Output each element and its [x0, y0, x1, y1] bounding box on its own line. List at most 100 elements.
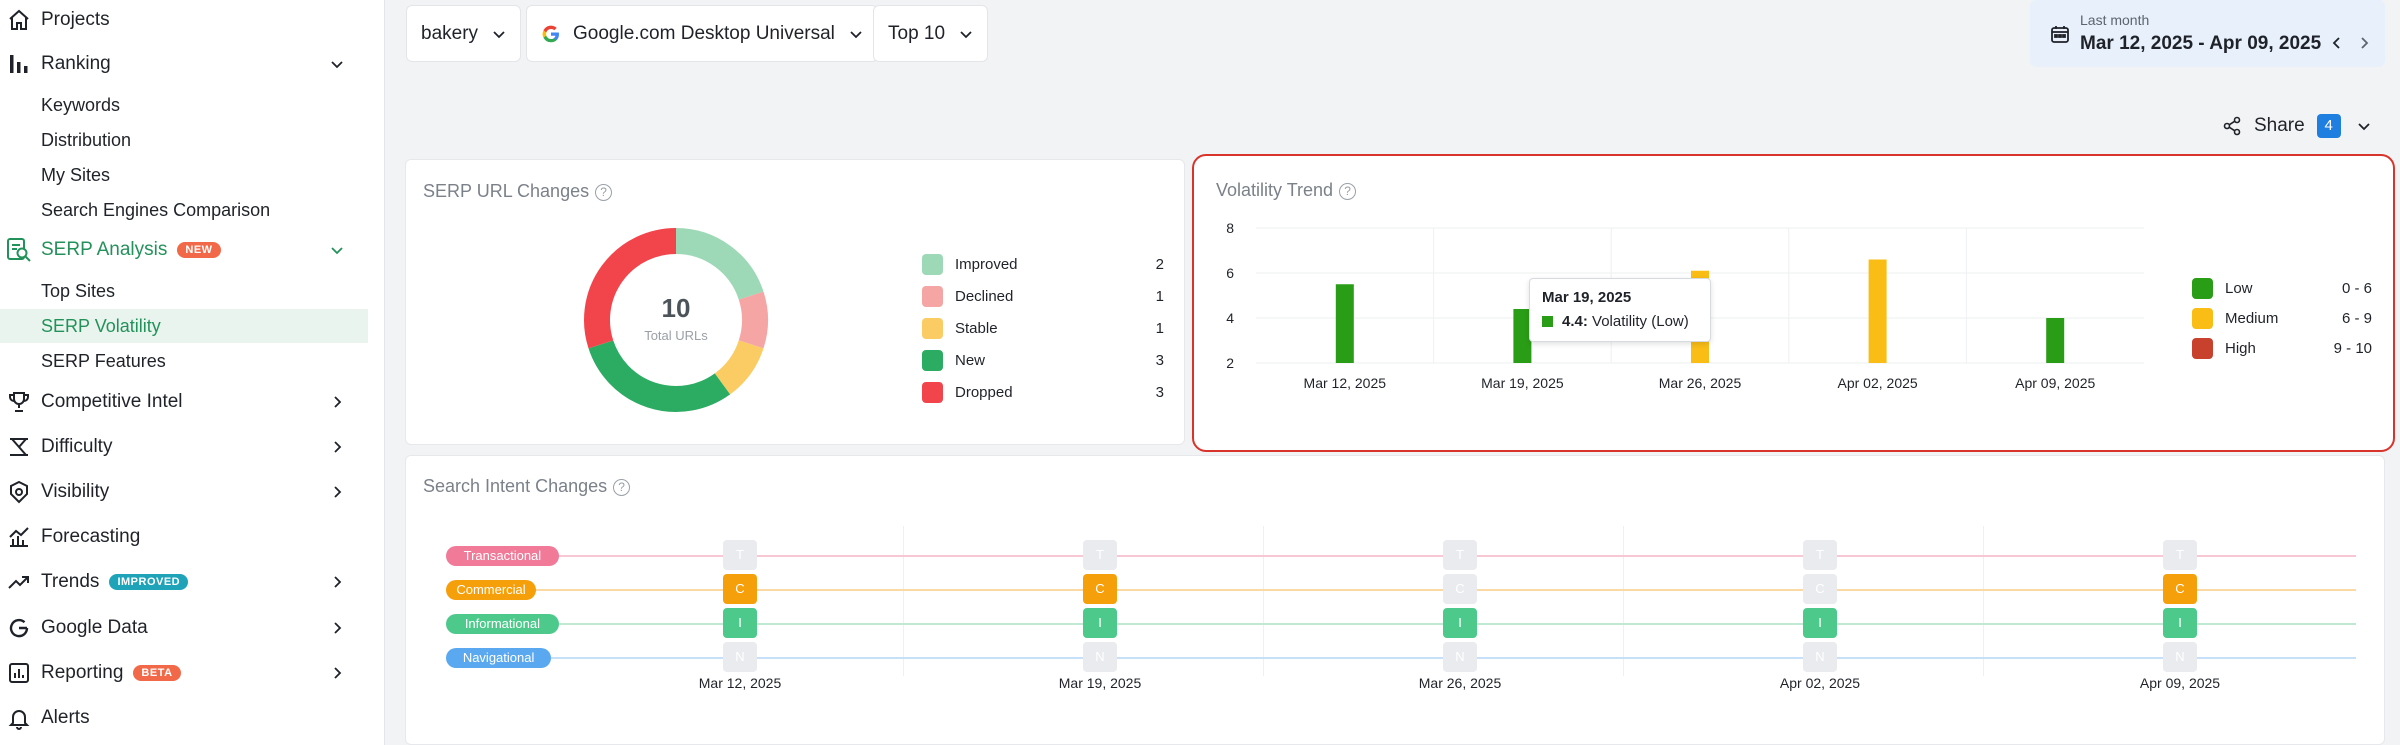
sidebar-item-serp-features[interactable]: SERP Features: [0, 344, 368, 378]
sidebar-item-keywords[interactable]: Keywords: [0, 88, 368, 122]
improved-badge: IMPROVED: [109, 573, 189, 590]
intent-cell-commercial[interactable]: C: [2163, 574, 2197, 604]
column-divider: [1623, 526, 1624, 676]
nav-serp-analysis-label: SERP Analysis: [41, 239, 168, 260]
sidebar-item-label: Keywords: [41, 94, 121, 115]
nav-ranking-label: Ranking: [41, 53, 111, 74]
sidebar-item-my-sites[interactable]: My Sites: [0, 158, 368, 192]
nav-ranking[interactable]: Ranking: [0, 44, 368, 84]
intent-cell-transactional[interactable]: T: [1443, 540, 1477, 570]
intent-cell-transactional[interactable]: T: [723, 540, 757, 570]
keyword-dropdown[interactable]: bakery: [406, 5, 522, 62]
donut-slice-new[interactable]: [588, 339, 731, 412]
sidebar-item-serp-volatility[interactable]: SERP Volatility: [0, 309, 368, 343]
donut-slice-dropped[interactable]: [584, 228, 677, 349]
chevron-down-icon: [2358, 123, 2370, 131]
share-button[interactable]: Share 4: [2222, 114, 2371, 138]
volatility-legend-high[interactable]: High 9 - 10: [2192, 338, 2372, 359]
legend-stable[interactable]: Stable 1: [922, 318, 1172, 339]
nav-forecasting[interactable]: Forecasting: [0, 517, 368, 557]
top-results-dropdown[interactable]: Top 10: [873, 5, 989, 62]
nav-trends[interactable]: Trends IMPROVED: [0, 562, 368, 602]
donut-slice-improved[interactable]: [675, 228, 764, 301]
volatility-legend-low[interactable]: Low 0 - 6: [2192, 278, 2372, 299]
intent-label-informational: Informational: [446, 614, 559, 634]
sidebar-item-top-sites[interactable]: Top Sites: [0, 274, 368, 308]
legend-label: Improved: [955, 256, 1018, 273]
nav-alerts[interactable]: Alerts: [0, 698, 368, 738]
intent-row-line: [496, 623, 2356, 625]
volatility-bar[interactable]: [1335, 284, 1354, 363]
intent-cell-navigational[interactable]: N: [1803, 642, 1837, 672]
intent-cell-transactional[interactable]: T: [2163, 540, 2197, 570]
nav-visibility[interactable]: Visibility: [0, 472, 368, 512]
donut-slice-stable[interactable]: [714, 339, 764, 395]
chevron-down-icon: [850, 30, 862, 38]
chevron-down-icon: [331, 61, 343, 69]
intent-cell-commercial[interactable]: C: [1443, 574, 1477, 604]
intent-cell-informational[interactable]: I: [1803, 608, 1837, 638]
intent-cell-informational[interactable]: I: [1443, 608, 1477, 638]
help-icon[interactable]: ?: [613, 478, 631, 496]
intent-cell-informational[interactable]: I: [2163, 608, 2197, 638]
nav-serp-analysis[interactable]: SERP Analysis NEW: [0, 230, 368, 270]
legend-swatch: [2192, 308, 2213, 329]
legend-new[interactable]: New 3: [922, 350, 1172, 371]
intent-cell-transactional[interactable]: T: [1083, 540, 1117, 570]
intent-cell-informational[interactable]: I: [723, 608, 757, 638]
bell-icon: [5, 704, 33, 732]
sidebar-item-label: SERP Volatility: [41, 315, 161, 336]
sidebar-item-distribution[interactable]: Distribution: [0, 123, 368, 157]
difficulty-icon: [5, 433, 33, 461]
forecasting-icon: [5, 523, 33, 551]
legend-value: 3: [1155, 352, 1164, 369]
help-icon[interactable]: ?: [595, 183, 613, 201]
intent-cell-navigational[interactable]: N: [1443, 642, 1477, 672]
intent-cell-informational[interactable]: I: [1083, 608, 1117, 638]
total-urls-label: Total URLs: [644, 328, 708, 343]
intent-label-commercial: Commercial: [446, 580, 536, 600]
prev-period-button[interactable]: [2330, 36, 2344, 55]
volatility-legend-medium[interactable]: Medium 6 - 9: [2192, 308, 2372, 329]
intent-cell-transactional[interactable]: T: [1803, 540, 1837, 570]
nav-reporting-text: Reporting BETA: [41, 662, 181, 684]
legend-improved[interactable]: Improved 2: [922, 254, 1172, 275]
chevron-right-icon: [334, 396, 342, 408]
help-icon[interactable]: ?: [1339, 182, 1357, 200]
chevron-down-icon: [960, 30, 972, 38]
intent-row-line: [496, 657, 2356, 659]
nav-reporting-label: Reporting: [41, 662, 124, 683]
legend-declined[interactable]: Declined 1: [922, 286, 1172, 307]
chevron-right-icon: [334, 486, 342, 498]
volatility-bar[interactable]: [2046, 318, 2065, 363]
volatility-trend-title: Volatility Trend?: [1216, 180, 1357, 201]
volatility-bar[interactable]: [1513, 309, 1532, 363]
nav-google-data[interactable]: Google Data: [0, 608, 368, 648]
trend-icon: [5, 568, 33, 596]
share-count-badge: 4: [2316, 114, 2341, 138]
nav-competitive-intel[interactable]: Competitive Intel: [0, 382, 368, 422]
sidebar-item-search-engines-comparison[interactable]: Search Engines Comparison: [0, 193, 368, 227]
date-range-picker[interactable]: Last month Mar 12, 2025 - Apr 09, 2025: [2030, 0, 2385, 67]
intent-cell-navigational[interactable]: N: [1083, 642, 1117, 672]
nav-difficulty[interactable]: Difficulty: [0, 427, 368, 467]
legend-range: 6 - 9: [2341, 310, 2372, 327]
volatility-bar[interactable]: [1868, 259, 1887, 364]
next-period-button[interactable]: [2357, 36, 2371, 55]
volatility-trend-title-text: Volatility Trend: [1216, 180, 1334, 200]
intent-cell-commercial[interactable]: C: [723, 574, 757, 604]
intent-cell-navigational[interactable]: N: [2163, 642, 2197, 672]
nav-reporting[interactable]: Reporting BETA: [0, 653, 368, 693]
donut-slice-declined[interactable]: [738, 291, 768, 349]
intent-cell-navigational[interactable]: N: [723, 642, 757, 672]
legend-swatch: [922, 254, 943, 275]
url-changes-donut: [584, 228, 768, 412]
legend-label: Low: [2225, 280, 2253, 297]
intent-cell-commercial[interactable]: C: [1803, 574, 1837, 604]
search-engine-dropdown[interactable]: Google.com Desktop Universal: [526, 5, 878, 62]
intent-cell-commercial[interactable]: C: [1083, 574, 1117, 604]
chevron-right-icon: [334, 667, 342, 679]
legend-dropped[interactable]: Dropped 3: [922, 382, 1172, 403]
chevron-right-icon: [334, 441, 342, 453]
nav-projects[interactable]: Projects: [0, 0, 368, 40]
